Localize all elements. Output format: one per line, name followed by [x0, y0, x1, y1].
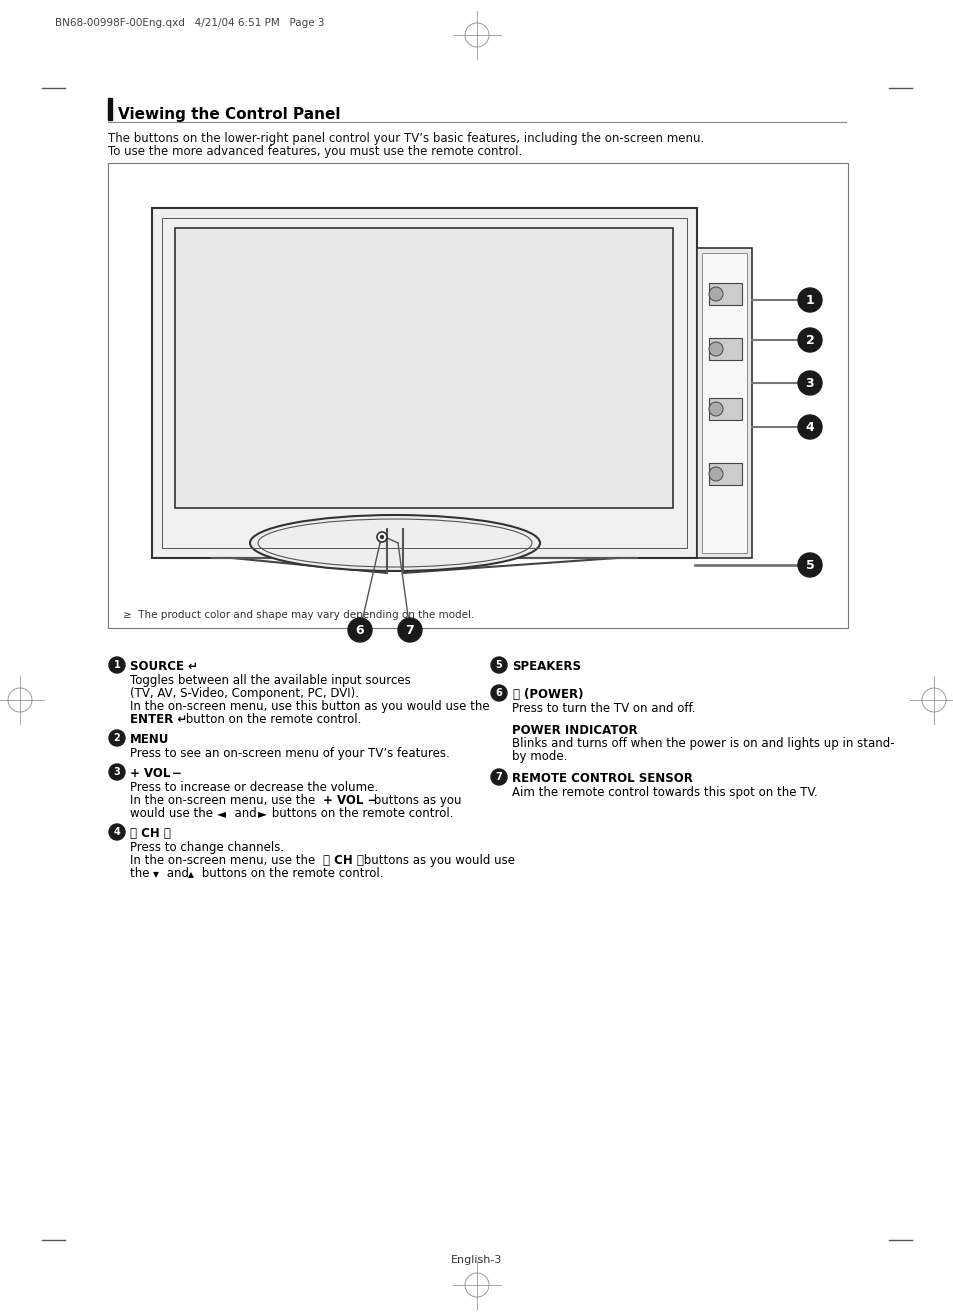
Bar: [108, 99, 112, 120]
Text: SOURCE ↵: SOURCE ↵: [704, 249, 713, 288]
Bar: [708, 398, 741, 419]
Text: Blinks and turns off when the power is on and lights up in stand-: Blinks and turns off when the power is o…: [512, 736, 894, 750]
Text: and: and: [227, 807, 264, 821]
Bar: [708, 283, 741, 305]
Text: buttons on the remote control.: buttons on the remote control.: [268, 807, 453, 821]
Text: English-3: English-3: [451, 1255, 502, 1265]
Text: Press to increase or decrease the volume.: Press to increase or decrease the volume…: [130, 781, 377, 794]
Circle shape: [797, 288, 821, 312]
Text: In the on-screen menu, use the: In the on-screen menu, use the: [130, 794, 318, 807]
Text: Press to change channels.: Press to change channels.: [130, 842, 284, 853]
Text: 〈 CH 〉: 〈 CH 〉: [704, 435, 713, 460]
Circle shape: [397, 618, 421, 642]
Text: by mode.: by mode.: [512, 750, 567, 763]
Text: button on the remote control.: button on the remote control.: [182, 713, 361, 726]
Text: 4: 4: [113, 827, 120, 838]
Text: Press to turn the TV on and off.: Press to turn the TV on and off.: [512, 702, 695, 715]
Bar: [174, 227, 672, 508]
Text: 1: 1: [804, 293, 814, 306]
Circle shape: [491, 769, 506, 785]
Text: 5: 5: [804, 559, 814, 572]
Circle shape: [109, 825, 125, 840]
Text: 〈 CH 〉: 〈 CH 〉: [130, 827, 171, 840]
Text: Aim the remote control towards this spot on the TV.: Aim the remote control towards this spot…: [512, 786, 817, 800]
Text: POWER INDICATOR: POWER INDICATOR: [512, 725, 637, 736]
Text: and: and: [163, 867, 193, 880]
Ellipse shape: [250, 515, 539, 571]
Text: 3: 3: [805, 376, 814, 389]
Circle shape: [708, 467, 722, 481]
Circle shape: [708, 402, 722, 416]
Bar: [697, 249, 751, 558]
Circle shape: [491, 685, 506, 701]
Text: 6: 6: [355, 623, 364, 636]
Circle shape: [708, 342, 722, 356]
Bar: [162, 218, 686, 548]
Circle shape: [797, 327, 821, 352]
Text: 5: 5: [496, 660, 502, 671]
Text: the: the: [130, 867, 153, 880]
Text: 7: 7: [405, 623, 414, 636]
Bar: [152, 208, 697, 558]
Text: In the on-screen menu, use the: In the on-screen menu, use the: [130, 853, 318, 867]
Circle shape: [491, 658, 506, 673]
Text: + VOL −: + VOL −: [323, 794, 377, 807]
Text: REMOTE CONTROL SENSOR: REMOTE CONTROL SENSOR: [512, 772, 692, 785]
Text: ENTER ↵: ENTER ↵: [130, 713, 187, 726]
Circle shape: [708, 287, 722, 301]
Text: 4: 4: [804, 421, 814, 434]
Text: buttons as you would use: buttons as you would use: [359, 853, 515, 867]
Text: ⏻: ⏻: [512, 688, 518, 701]
Text: buttons as you: buttons as you: [370, 794, 461, 807]
Text: In the on-screen menu, use this button as you would use the: In the on-screen menu, use this button a…: [130, 700, 489, 713]
Text: Press to see an on-screen menu of your TV’s features.: Press to see an on-screen menu of your T…: [130, 747, 449, 760]
Text: BN68-00998F-00Eng.qxd   4/21/04 6:51 PM   Page 3: BN68-00998F-00Eng.qxd 4/21/04 6:51 PM Pa…: [55, 18, 324, 28]
Text: SOURCE ↵: SOURCE ↵: [130, 660, 198, 673]
Bar: [708, 338, 741, 360]
Text: ►: ►: [257, 807, 267, 821]
Text: ◄: ◄: [216, 807, 226, 821]
Circle shape: [348, 618, 372, 642]
Text: 〈 CH 〉: 〈 CH 〉: [323, 853, 363, 867]
Circle shape: [376, 533, 387, 542]
Text: ≥  The product color and shape may vary depending on the model.: ≥ The product color and shape may vary d…: [123, 610, 474, 619]
Circle shape: [797, 371, 821, 394]
Text: 2: 2: [113, 732, 120, 743]
Text: 7: 7: [496, 772, 502, 782]
Bar: [708, 463, 741, 485]
Text: To use the more advanced features, you must use the remote control.: To use the more advanced features, you m…: [108, 145, 521, 158]
Text: −: −: [172, 767, 182, 780]
Text: ▾: ▾: [152, 867, 159, 880]
Text: buttons on the remote control.: buttons on the remote control.: [198, 867, 383, 880]
Text: 6: 6: [496, 688, 502, 698]
Circle shape: [109, 658, 125, 673]
Text: (TV, AV, S-Video, Component, PC, DVI).: (TV, AV, S-Video, Component, PC, DVI).: [130, 686, 358, 700]
Circle shape: [109, 764, 125, 780]
Circle shape: [797, 554, 821, 577]
Text: Viewing the Control Panel: Viewing the Control Panel: [118, 107, 340, 122]
Text: SPEAKERS: SPEAKERS: [512, 660, 580, 673]
Bar: [701, 252, 746, 554]
Text: 1: 1: [113, 660, 120, 671]
Text: would use the: would use the: [130, 807, 216, 821]
Text: 2: 2: [804, 334, 814, 346]
Circle shape: [109, 730, 125, 746]
Text: + VOL: + VOL: [130, 767, 174, 780]
Text: ▴: ▴: [188, 867, 193, 880]
Text: 3: 3: [113, 767, 120, 777]
Text: + VOL -: + VOL -: [704, 368, 713, 397]
Text: (POWER): (POWER): [523, 688, 583, 701]
Circle shape: [380, 535, 383, 539]
Text: MENU: MENU: [704, 312, 713, 334]
Circle shape: [797, 416, 821, 439]
Text: MENU: MENU: [130, 732, 170, 746]
Text: Toggles between all the available input sources: Toggles between all the available input …: [130, 675, 411, 686]
Bar: [108, 163, 847, 629]
Text: The buttons on the lower-right panel control your TV’s basic features, including: The buttons on the lower-right panel con…: [108, 132, 703, 145]
